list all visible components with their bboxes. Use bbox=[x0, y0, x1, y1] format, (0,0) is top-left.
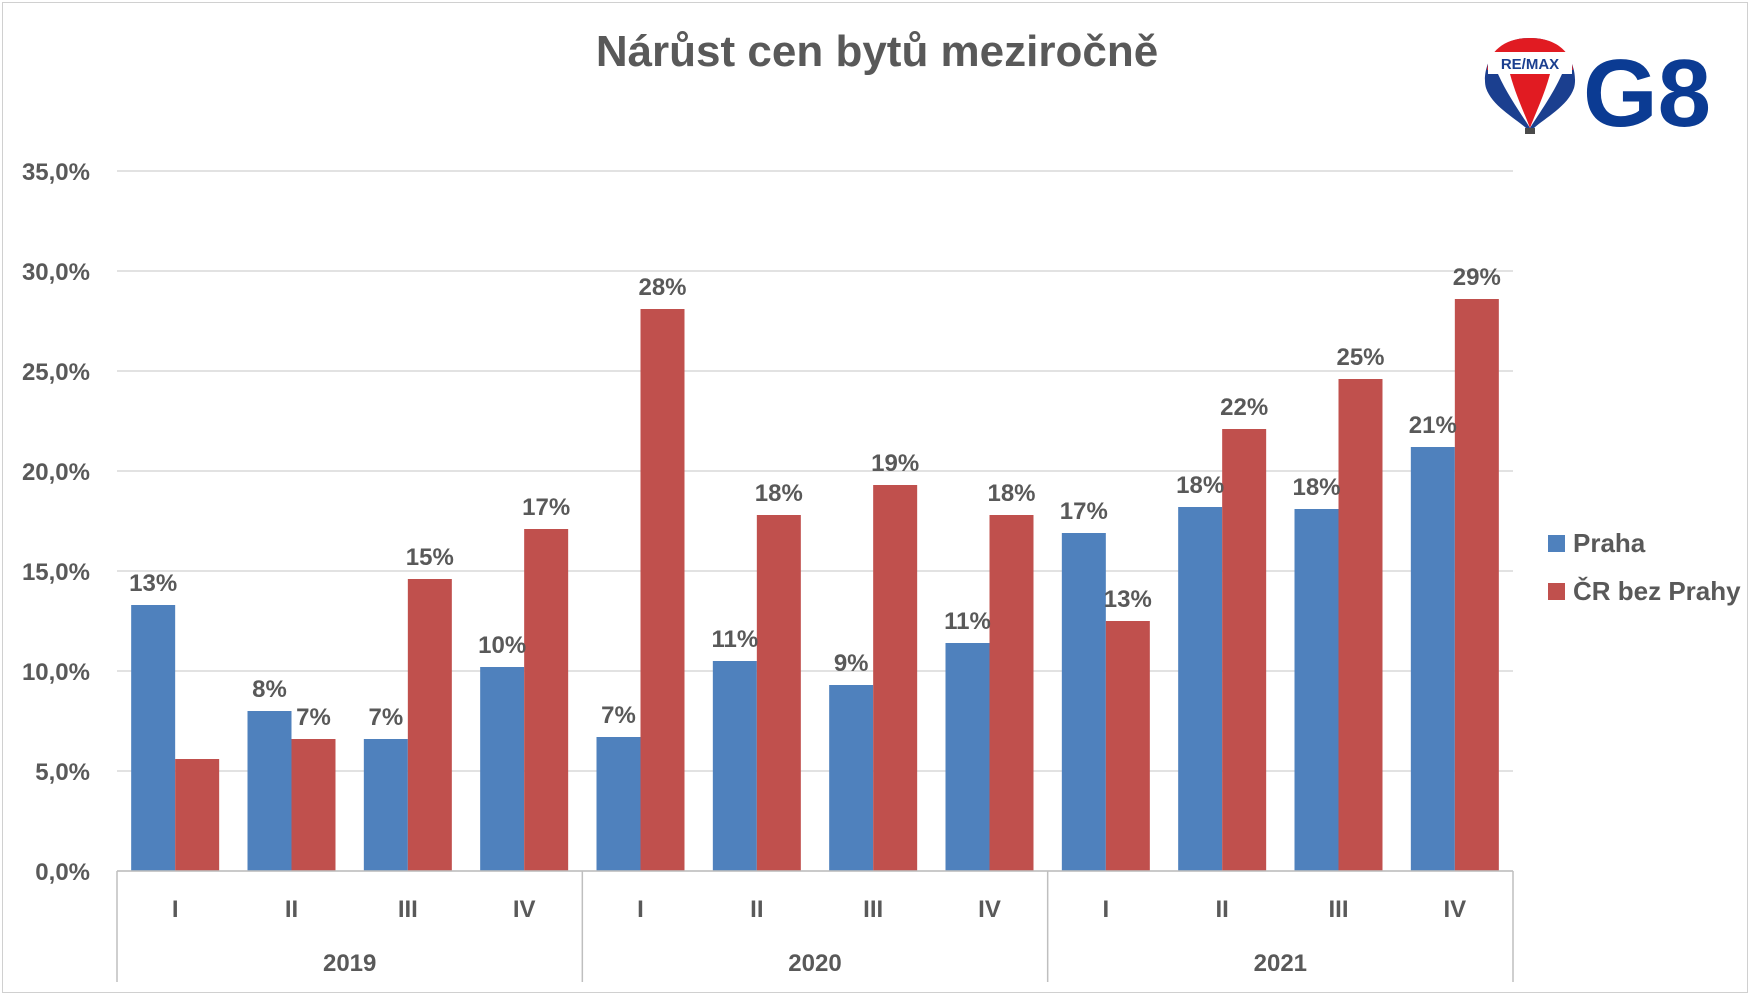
x-category-label: II bbox=[750, 896, 763, 923]
data-label: 11% bbox=[944, 608, 991, 635]
x-category-label: IV bbox=[513, 896, 536, 923]
bar-cr-bez-prahy bbox=[1222, 429, 1267, 871]
remax-logo-text: RE/MAX bbox=[1501, 56, 1559, 73]
legend-swatch-praha bbox=[1548, 535, 1565, 552]
g8-logo: G8 bbox=[1583, 40, 1711, 147]
x-category-label: I bbox=[172, 896, 179, 923]
bar-praha bbox=[1178, 507, 1223, 871]
x-category-label: III bbox=[863, 896, 883, 923]
data-label: 29% bbox=[1453, 264, 1501, 291]
legend-label-praha: Praha bbox=[1573, 528, 1646, 558]
data-label: 22% bbox=[1220, 394, 1268, 421]
bar-praha bbox=[480, 667, 525, 871]
bar-cr-bez-prahy bbox=[989, 515, 1034, 871]
bar-praha bbox=[247, 711, 292, 871]
remax-balloon-logo: RE/MAX bbox=[1484, 38, 1576, 134]
x-group-label: 2021 bbox=[1254, 950, 1307, 977]
bar-praha bbox=[1294, 509, 1339, 871]
bar-praha bbox=[1061, 533, 1106, 871]
chart-title: Nárůst cen bytů meziročně bbox=[596, 27, 1158, 76]
bars bbox=[131, 299, 1499, 871]
y-tick-label: 5,0% bbox=[35, 759, 90, 786]
x-category-label: I bbox=[637, 896, 644, 923]
data-label: 18% bbox=[1292, 474, 1340, 501]
x-category-label: IV bbox=[1443, 896, 1466, 923]
x-category-label: II bbox=[1215, 896, 1228, 923]
x-category-label: II bbox=[285, 896, 298, 923]
data-label: 8% bbox=[252, 676, 287, 703]
bar-cr-bez-prahy bbox=[524, 529, 569, 871]
bar-praha bbox=[131, 605, 176, 871]
data-label: 19% bbox=[871, 450, 919, 477]
bar-praha bbox=[363, 739, 408, 871]
data-labels: 13% 8% 7% 7% 15% 10% 17% 7% 28% 11% 18% 9% 19% 11% 18%… bbox=[129, 264, 1501, 731]
bar-cr-bez-prahy bbox=[1105, 621, 1150, 871]
bar-cr-bez-prahy bbox=[1454, 299, 1499, 871]
y-tick-label: 15,0% bbox=[22, 559, 90, 586]
bar-praha bbox=[712, 661, 757, 871]
y-tick-label: 0,0% bbox=[35, 859, 90, 886]
data-label: 13% bbox=[1104, 586, 1152, 613]
data-label: 25% bbox=[1336, 344, 1384, 371]
data-label: 17% bbox=[1060, 498, 1108, 525]
y-tick-label: 30,0% bbox=[22, 259, 90, 286]
bar-praha bbox=[1410, 447, 1455, 871]
data-label: 18% bbox=[755, 480, 803, 507]
x-group-label: 2020 bbox=[788, 950, 841, 977]
x-category-label: III bbox=[1328, 896, 1348, 923]
data-label: 21% bbox=[1409, 412, 1457, 439]
legend-swatch-cr-bez-prahy bbox=[1548, 583, 1565, 600]
data-label: 11% bbox=[711, 626, 758, 653]
data-label: 7% bbox=[368, 704, 403, 731]
data-label: 10% bbox=[478, 632, 526, 659]
data-label: 18% bbox=[987, 480, 1035, 507]
bar-cr-bez-prahy bbox=[175, 759, 220, 871]
x-category-label: I bbox=[1102, 896, 1109, 923]
bar-cr-bez-prahy bbox=[291, 739, 336, 871]
data-label: 13% bbox=[129, 570, 177, 597]
x-group-label: 2019 bbox=[323, 950, 376, 977]
bar-cr-bez-prahy bbox=[640, 309, 685, 871]
bar-cr-bez-prahy bbox=[873, 485, 918, 871]
data-label: 17% bbox=[522, 494, 570, 521]
data-label: 15% bbox=[406, 544, 454, 571]
x-category-label: IV bbox=[978, 896, 1001, 923]
data-label: 28% bbox=[638, 274, 686, 301]
data-label: 18% bbox=[1176, 472, 1224, 499]
y-axis: 0,0% 5,0% 10,0% 15,0% 20,0% 25,0% 30,0% 35,0% bbox=[22, 159, 90, 886]
legend: Praha ČR bez Prahy bbox=[1548, 528, 1741, 606]
data-label: 7% bbox=[296, 704, 331, 731]
y-tick-label: 35,0% bbox=[22, 159, 90, 186]
bar-praha bbox=[945, 643, 990, 871]
bar-cr-bez-prahy bbox=[407, 579, 452, 871]
y-tick-label: 25,0% bbox=[22, 359, 90, 386]
bar-praha bbox=[596, 737, 641, 871]
bar-cr-bez-prahy bbox=[1338, 379, 1383, 871]
bar-cr-bez-prahy bbox=[756, 515, 801, 871]
data-label: 9% bbox=[834, 650, 869, 677]
legend-label-cr-bez-prahy: ČR bez Prahy bbox=[1573, 576, 1741, 606]
x-category-label: III bbox=[398, 896, 418, 923]
bar-praha bbox=[829, 685, 874, 871]
y-tick-label: 10,0% bbox=[22, 659, 90, 686]
y-tick-label: 20,0% bbox=[22, 459, 90, 486]
data-label: 7% bbox=[601, 702, 636, 729]
